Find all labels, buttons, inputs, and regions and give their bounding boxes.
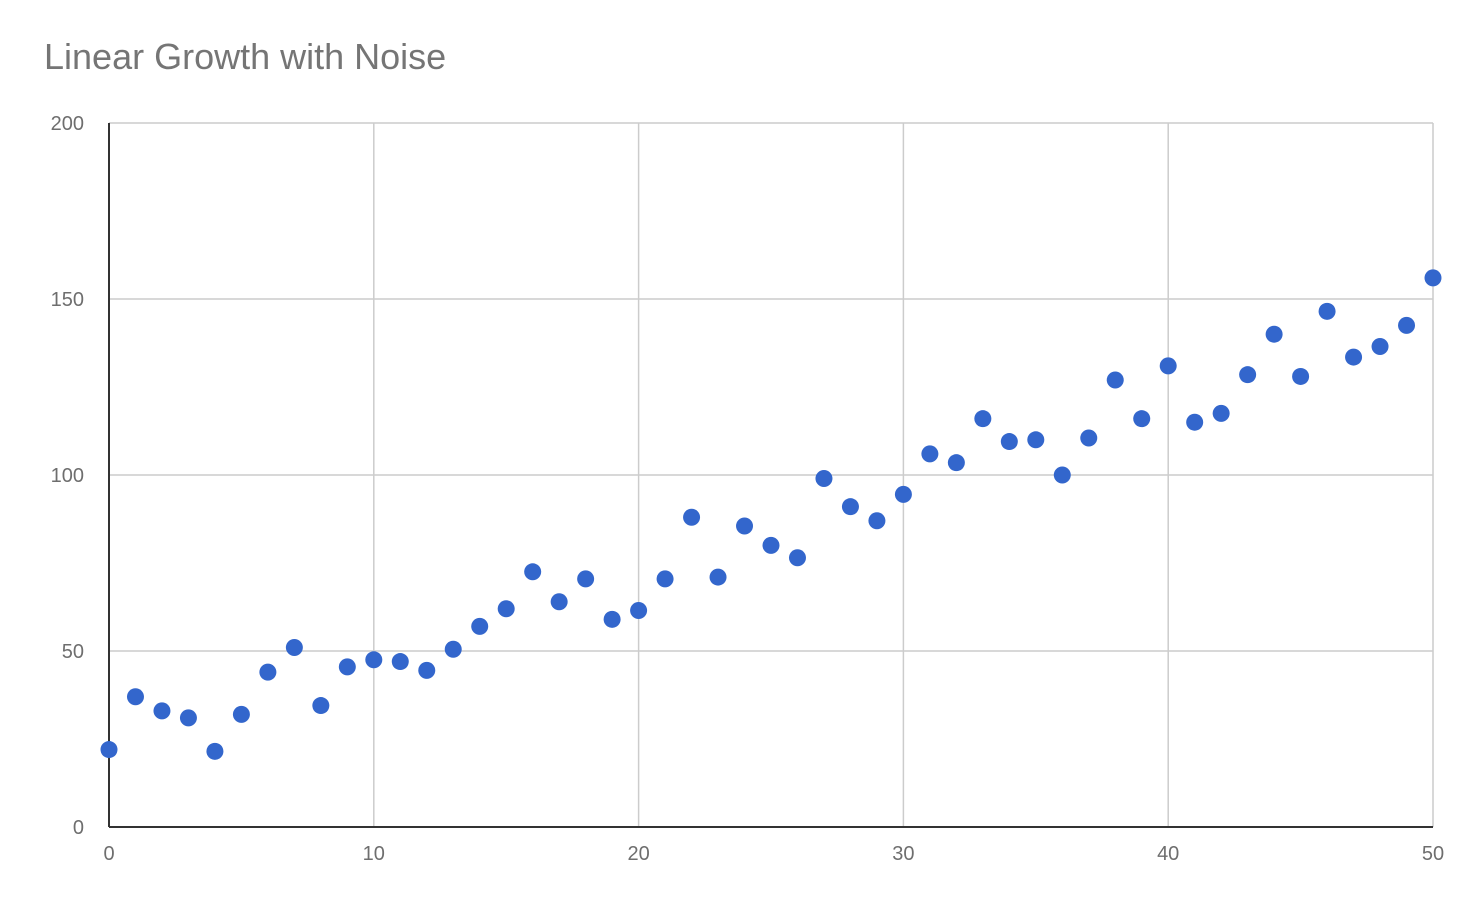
data-point [630,602,648,620]
data-point [1027,431,1045,449]
data-points [100,269,1442,760]
data-point [232,705,250,723]
data-point [497,600,515,618]
data-point [1080,429,1098,447]
data-point [444,640,462,658]
data-point [1424,269,1442,287]
data-point [947,454,965,472]
x-tick-label: 30 [892,843,914,865]
data-point [603,610,621,628]
data-point [153,702,171,720]
data-point [179,709,197,727]
data-point [709,568,727,586]
data-point [1212,404,1230,422]
x-tick-label: 40 [1157,843,1179,865]
data-point [683,508,701,526]
data-point [788,549,806,567]
data-point [577,570,595,588]
data-point [1133,410,1151,428]
data-point [868,512,886,530]
data-point [1106,371,1124,389]
y-tick-label: 0 [73,817,84,839]
data-point [1318,302,1336,320]
data-point [285,638,303,656]
tick-labels: 0 50 100 150 200 0 10 20 30 40 50 [51,113,1445,865]
data-point [1345,348,1363,366]
data-point [126,688,144,706]
data-point [1159,357,1177,375]
chart-title: Linear Growth with Noise [44,36,447,77]
data-point [312,697,330,715]
x-tick-label: 10 [363,843,385,865]
data-point [471,617,489,635]
data-point [524,563,542,581]
data-point [894,485,912,503]
data-point [418,661,436,679]
x-tick-label: 0 [103,843,114,865]
data-point [815,470,833,488]
y-tick-label: 50 [62,641,84,663]
x-tick-label: 20 [627,843,649,865]
data-point [762,536,780,554]
data-point [206,742,224,760]
data-point [1292,367,1310,385]
data-point [1239,366,1257,384]
gridlines [109,122,1434,827]
y-tick-label: 100 [51,465,84,487]
data-point [1186,413,1204,431]
data-point [736,517,754,535]
data-point [1000,433,1018,451]
y-tick-label: 200 [51,113,84,135]
data-point [365,651,383,669]
axes [108,123,1433,828]
data-point [1371,338,1389,356]
data-point [1265,325,1283,343]
data-point [391,653,409,671]
data-point [1053,466,1071,484]
data-point [656,570,674,588]
data-point [841,498,859,516]
data-point [1398,316,1416,334]
data-point [550,593,568,611]
y-tick-label: 150 [51,289,84,311]
data-point [100,741,118,759]
data-point [974,410,992,428]
data-point [338,658,356,676]
x-tick-label: 50 [1422,843,1444,865]
data-point [921,445,939,463]
data-point [259,663,277,681]
